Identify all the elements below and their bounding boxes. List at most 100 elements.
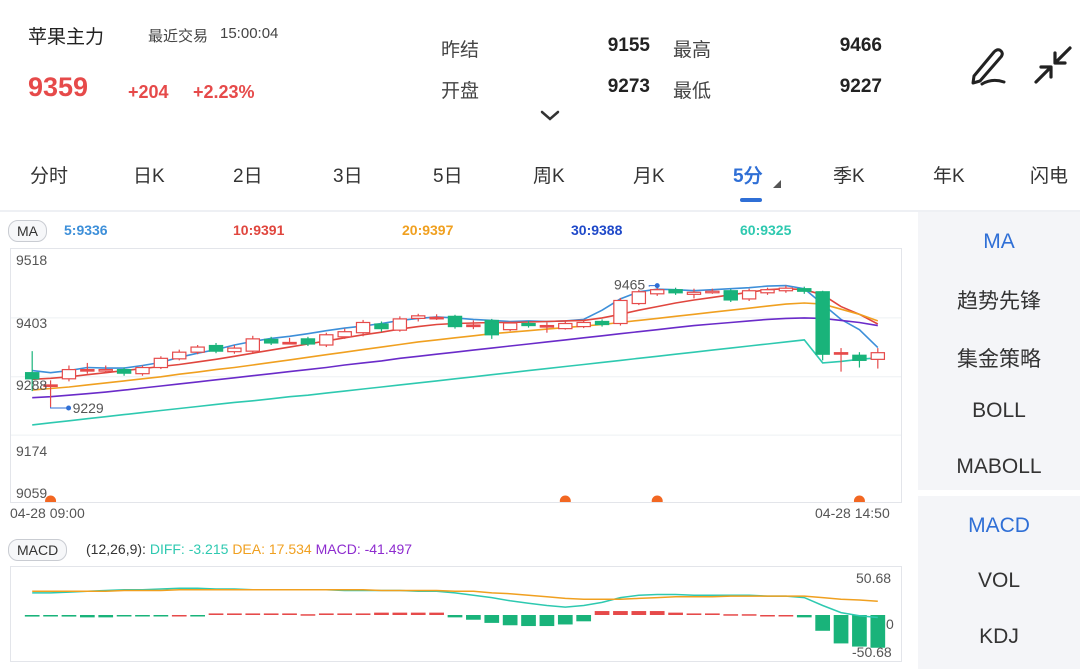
max-price-annotation: 9465 — [614, 277, 645, 293]
ma-line-ma60 — [32, 339, 878, 426]
candle-body — [282, 341, 297, 345]
ma-indicator-tag[interactable]: MA — [8, 220, 47, 242]
stat-value-prev-settle: 9155 — [607, 35, 650, 56]
tab-daily-k[interactable]: 日K — [133, 166, 165, 187]
candle-body — [153, 357, 169, 369]
sidebar-item-boll[interactable]: BOLL — [972, 399, 1026, 422]
tab-flash[interactable]: 闪电 — [1030, 166, 1069, 187]
macd-bar — [282, 613, 297, 615]
current-price: 9359 — [28, 72, 89, 102]
macd-bar — [723, 614, 739, 616]
sidebar-item-maboll[interactable]: MABOLL — [956, 455, 1042, 478]
ma10-label: 10:9391 — [233, 222, 285, 238]
macd-bar — [649, 611, 665, 615]
macd-y-tick-label: -50.68 — [852, 644, 892, 660]
tab-intraday[interactable]: 分时 — [30, 166, 69, 187]
y-tick-label: 9518 — [16, 252, 48, 268]
indicator-sidebar-main: MA 趋势先锋 集金策略 BOLL MABOLL — [918, 212, 1080, 490]
tab-quarterly-k[interactable]: 季K — [833, 166, 865, 187]
macd-bar — [171, 615, 187, 617]
candle-body — [227, 347, 242, 353]
tab-2-day[interactable]: 2日 — [233, 166, 263, 187]
candle-body — [797, 288, 812, 292]
macd-bar — [153, 615, 169, 617]
stat-label-low: 最低 — [673, 81, 712, 102]
candle-body — [760, 289, 775, 294]
divider — [0, 210, 1080, 212]
tab-monthly-k[interactable]: 月K — [633, 166, 665, 187]
candle-body — [61, 368, 77, 380]
y-tick-label: 9174 — [16, 443, 48, 459]
kline-chart-panel[interactable]: 9465 9229 — [10, 248, 902, 507]
chevron-down-icon[interactable] — [540, 108, 560, 122]
candle-body — [319, 334, 334, 346]
macd-bar — [833, 615, 849, 644]
candle-body — [374, 323, 389, 330]
candle-body — [539, 324, 555, 328]
macd-bar — [613, 611, 628, 615]
macd-bar — [392, 612, 408, 615]
macd-indicator-tag[interactable]: MACD — [8, 539, 68, 561]
stat-value-low: 9227 — [839, 76, 882, 97]
ma-line-ma20 — [32, 302, 879, 391]
sidebar-item-vol[interactable]: VOL — [977, 569, 1021, 592]
event-marker — [651, 495, 663, 507]
candle-body — [576, 321, 591, 328]
period-dropdown-icon[interactable] — [773, 180, 781, 188]
macd-bar — [778, 615, 794, 617]
tab-5-min[interactable]: 5分 — [733, 166, 763, 187]
stat-label-high: 最高 — [673, 40, 712, 61]
candle-body — [778, 287, 794, 292]
candle-body — [649, 289, 665, 295]
diff-line — [32, 587, 878, 619]
macd-bar — [796, 615, 812, 618]
diff-value: DIFF: -3.215 — [149, 541, 229, 557]
candle-body — [98, 368, 113, 372]
macd-bar — [429, 612, 444, 615]
tab-yearly-k[interactable]: 年K — [933, 166, 965, 187]
macd-value: MACD: -41.497 — [315, 541, 413, 557]
macd-bar — [245, 613, 261, 615]
sidebar-item-trend-pioneer[interactable]: 趋势先锋 — [957, 290, 1041, 313]
macd-bar — [557, 615, 573, 625]
y-tick-label: 9403 — [16, 315, 48, 331]
candle-body — [815, 291, 830, 355]
macd-bar — [24, 615, 40, 617]
max-point-leader — [648, 285, 658, 287]
candle-body — [521, 322, 536, 327]
macd-y-tick-label: 50.68 — [856, 570, 892, 586]
pen-icon[interactable] — [968, 44, 1008, 88]
candle-body — [613, 299, 628, 325]
candle-body — [466, 324, 481, 328]
macd-bar — [594, 611, 610, 615]
macd-bar — [208, 613, 224, 615]
candle-body — [631, 291, 647, 305]
macd-bar — [576, 615, 592, 622]
macd-bar — [760, 615, 775, 617]
shrink-icon[interactable] — [1032, 44, 1074, 86]
candle-body — [741, 290, 757, 300]
last-trade-time: 15:00:04 — [220, 25, 279, 42]
sidebar-item-gold-strategy[interactable]: 集金策略 — [957, 348, 1041, 371]
sidebar-item-ma[interactable]: MA — [983, 230, 1015, 253]
macd-y-tick-label: 0 — [886, 616, 894, 632]
macd-bar — [705, 613, 720, 615]
active-tab-indicator — [740, 198, 762, 202]
macd-chart-panel[interactable] — [10, 566, 902, 662]
stat-label-prev-settle: 昨结 — [441, 40, 480, 61]
candle-body — [337, 331, 352, 338]
macd-bar — [263, 613, 279, 615]
event-marker — [853, 495, 865, 507]
candle-body — [502, 322, 518, 331]
tab-weekly-k[interactable]: 周K — [533, 166, 565, 187]
macd-bar — [466, 615, 481, 620]
tab-5-day[interactable]: 5日 — [433, 166, 463, 187]
kline-chart: 9465 9229 — [11, 277, 901, 507]
sidebar-item-kdj[interactable]: KDJ — [979, 625, 1019, 648]
x-end-label: 04-28 14:50 — [815, 505, 890, 521]
candle-body — [723, 290, 738, 301]
tab-3-day[interactable]: 3日 — [333, 166, 363, 187]
candle-body — [263, 338, 279, 344]
sidebar-item-macd[interactable]: MACD — [968, 514, 1030, 537]
candle-body — [833, 352, 849, 355]
